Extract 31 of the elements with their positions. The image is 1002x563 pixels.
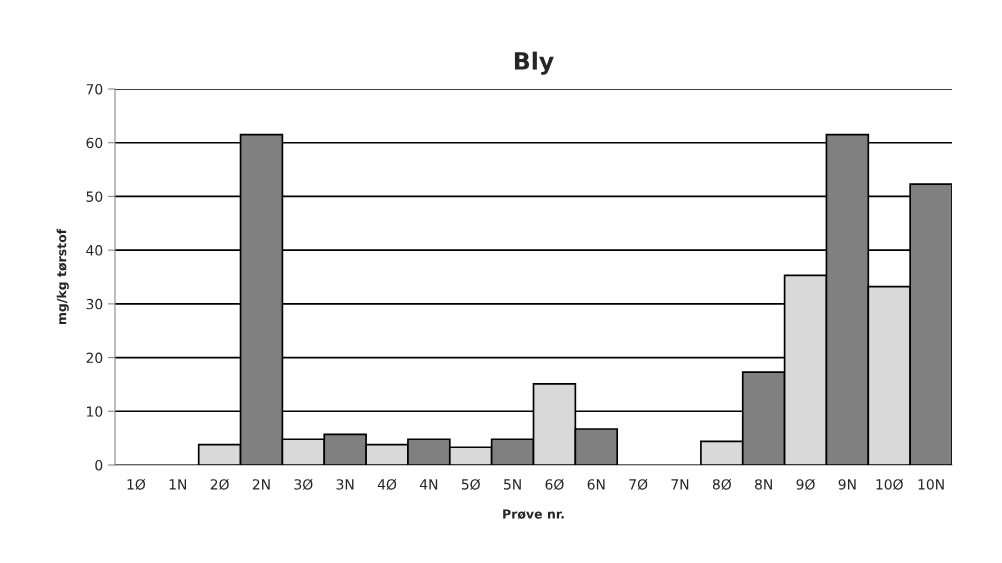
- y-tick-label: 40: [86, 245, 103, 256]
- x-tick-label: 4N: [419, 479, 438, 490]
- x-tick-label: 9Ø: [796, 478, 815, 490]
- x-tick-label: 4Ø: [377, 478, 397, 490]
- y-tick-label: 10: [87, 406, 103, 417]
- y-tick-label: 0: [95, 459, 103, 471]
- x-tick-label: 7N: [671, 479, 689, 490]
- y-tick-label: 20: [86, 352, 103, 364]
- x-tick-label: 5Ø: [461, 478, 480, 490]
- x-tick-label: 1N: [169, 479, 187, 490]
- y-tick-label: 30: [86, 298, 103, 310]
- x-tick-label: 3N: [336, 479, 354, 490]
- x-axis-title: Prøve nr.: [503, 509, 564, 520]
- x-tick-label: 5N: [504, 479, 521, 490]
- x-tick-label: 7Ø: [629, 478, 648, 490]
- y-tick-label: 70: [86, 83, 103, 95]
- y-tick-label: 60: [86, 137, 103, 149]
- y-axis-title: mg/kg tørstof: [56, 228, 69, 325]
- x-tick-label: 6Ø: [545, 478, 564, 490]
- chart-title: Bly: [514, 51, 554, 75]
- x-tick-label: 8Ø: [712, 478, 732, 490]
- x-tick-label: 8N: [755, 479, 772, 490]
- x-tick-label: 3Ø: [294, 478, 313, 490]
- x-tick-label: 2Ø: [210, 478, 229, 490]
- x-tick-label: 10N: [918, 479, 944, 490]
- x-tick-label: 9N: [838, 479, 856, 490]
- x-tick-label: 10Ø: [876, 478, 903, 490]
- x-tick-label: 2N: [252, 479, 270, 490]
- y-tick-label: 50: [86, 191, 103, 202]
- x-tick-label: 1Ø: [127, 478, 146, 490]
- x-tick-label: 6N: [587, 479, 605, 490]
